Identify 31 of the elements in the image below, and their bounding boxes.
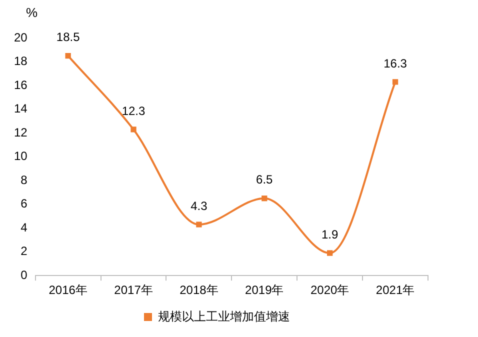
y-tick-label: 12	[14, 125, 28, 140]
legend-label: 规模以上工业增加值增速	[158, 309, 290, 324]
data-label: 6.5	[256, 172, 274, 187]
point	[262, 196, 268, 202]
y-tick-label: 6	[20, 196, 28, 211]
data-label: 12.3	[122, 104, 146, 118]
y-tick-label: 0	[20, 268, 28, 282]
x-tick-label: 2020年	[310, 283, 350, 298]
x-tick-label: 2018年	[180, 283, 218, 298]
x-tick-label: 2017年	[114, 283, 153, 298]
point	[65, 52, 71, 59]
y-tick-label: 4	[20, 220, 28, 234]
y-tick-label: 2	[20, 244, 28, 258]
x-tick-label: 2016年	[48, 283, 88, 298]
y-tick-label: 8	[20, 172, 28, 187]
y-tick-label: 16	[14, 78, 28, 92]
x-tick-label: 2021年	[376, 283, 415, 298]
data-label: 18.5	[56, 30, 80, 44]
point	[130, 126, 136, 132]
y-axis-title: %	[26, 5, 38, 20]
y-tick-label: 14	[14, 102, 28, 116]
y-tick-label: 20	[14, 30, 28, 44]
point	[392, 79, 398, 85]
point	[327, 250, 333, 256]
y-tick-label: 10	[14, 149, 28, 164]
point	[196, 222, 202, 228]
y-tick-label: 18	[14, 54, 28, 68]
data-label: 1.9	[321, 227, 338, 242]
x-tick-label: 2019年	[245, 283, 284, 298]
data-label: 16.3	[384, 56, 408, 70]
data-label: 4.3	[190, 198, 208, 213]
